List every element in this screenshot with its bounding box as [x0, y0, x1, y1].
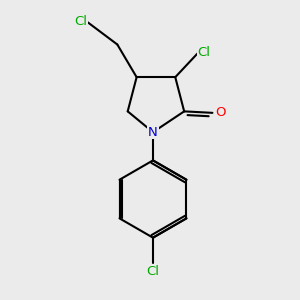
Text: Cl: Cl: [74, 15, 88, 28]
Text: N: N: [148, 126, 158, 139]
Text: O: O: [215, 106, 226, 119]
Text: Cl: Cl: [198, 46, 211, 59]
Text: Cl: Cl: [146, 265, 160, 278]
